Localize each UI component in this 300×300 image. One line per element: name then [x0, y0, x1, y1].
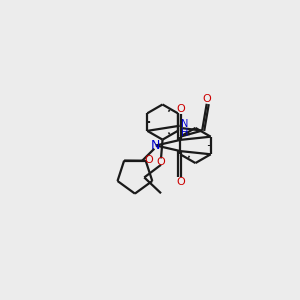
- Text: O: O: [176, 177, 185, 187]
- Text: O: O: [157, 157, 165, 166]
- Text: O: O: [176, 104, 185, 114]
- Text: N
H: N H: [181, 119, 188, 138]
- Text: O: O: [202, 94, 211, 103]
- Text: N: N: [151, 139, 160, 152]
- Text: O: O: [145, 155, 153, 165]
